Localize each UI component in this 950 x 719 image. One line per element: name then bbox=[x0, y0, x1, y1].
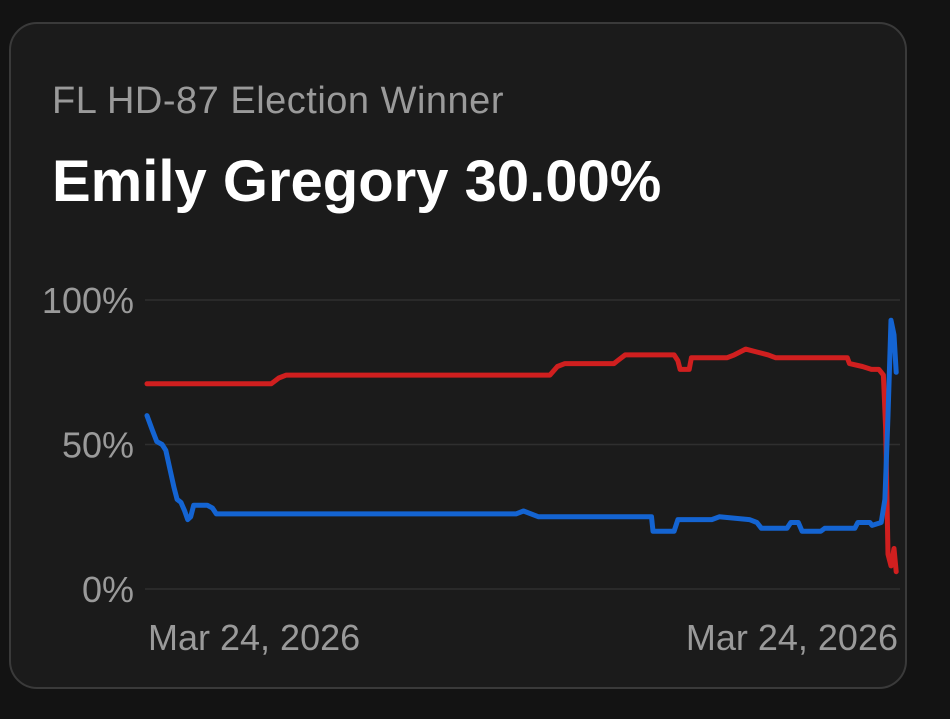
y-tick-label-100: 100% bbox=[42, 280, 134, 321]
y-tick-label-50: 50% bbox=[62, 425, 134, 466]
x-tick-label-1: Mar 24, 2026 bbox=[148, 617, 360, 658]
leader-headline: Emily Gregory 30.00% bbox=[52, 148, 661, 215]
series-line-1 bbox=[144, 346, 899, 575]
series-line-2 bbox=[144, 317, 899, 534]
x-tick-label-2: Mar 24, 2026 bbox=[686, 617, 898, 658]
leader-name: Emily Gregory bbox=[52, 149, 449, 214]
y-tick-label-0: 0% bbox=[82, 569, 134, 610]
market-title: FL HD-87 Election Winner bbox=[52, 80, 504, 122]
leader-value: 30.00% bbox=[464, 149, 662, 214]
market-card bbox=[9, 22, 907, 689]
